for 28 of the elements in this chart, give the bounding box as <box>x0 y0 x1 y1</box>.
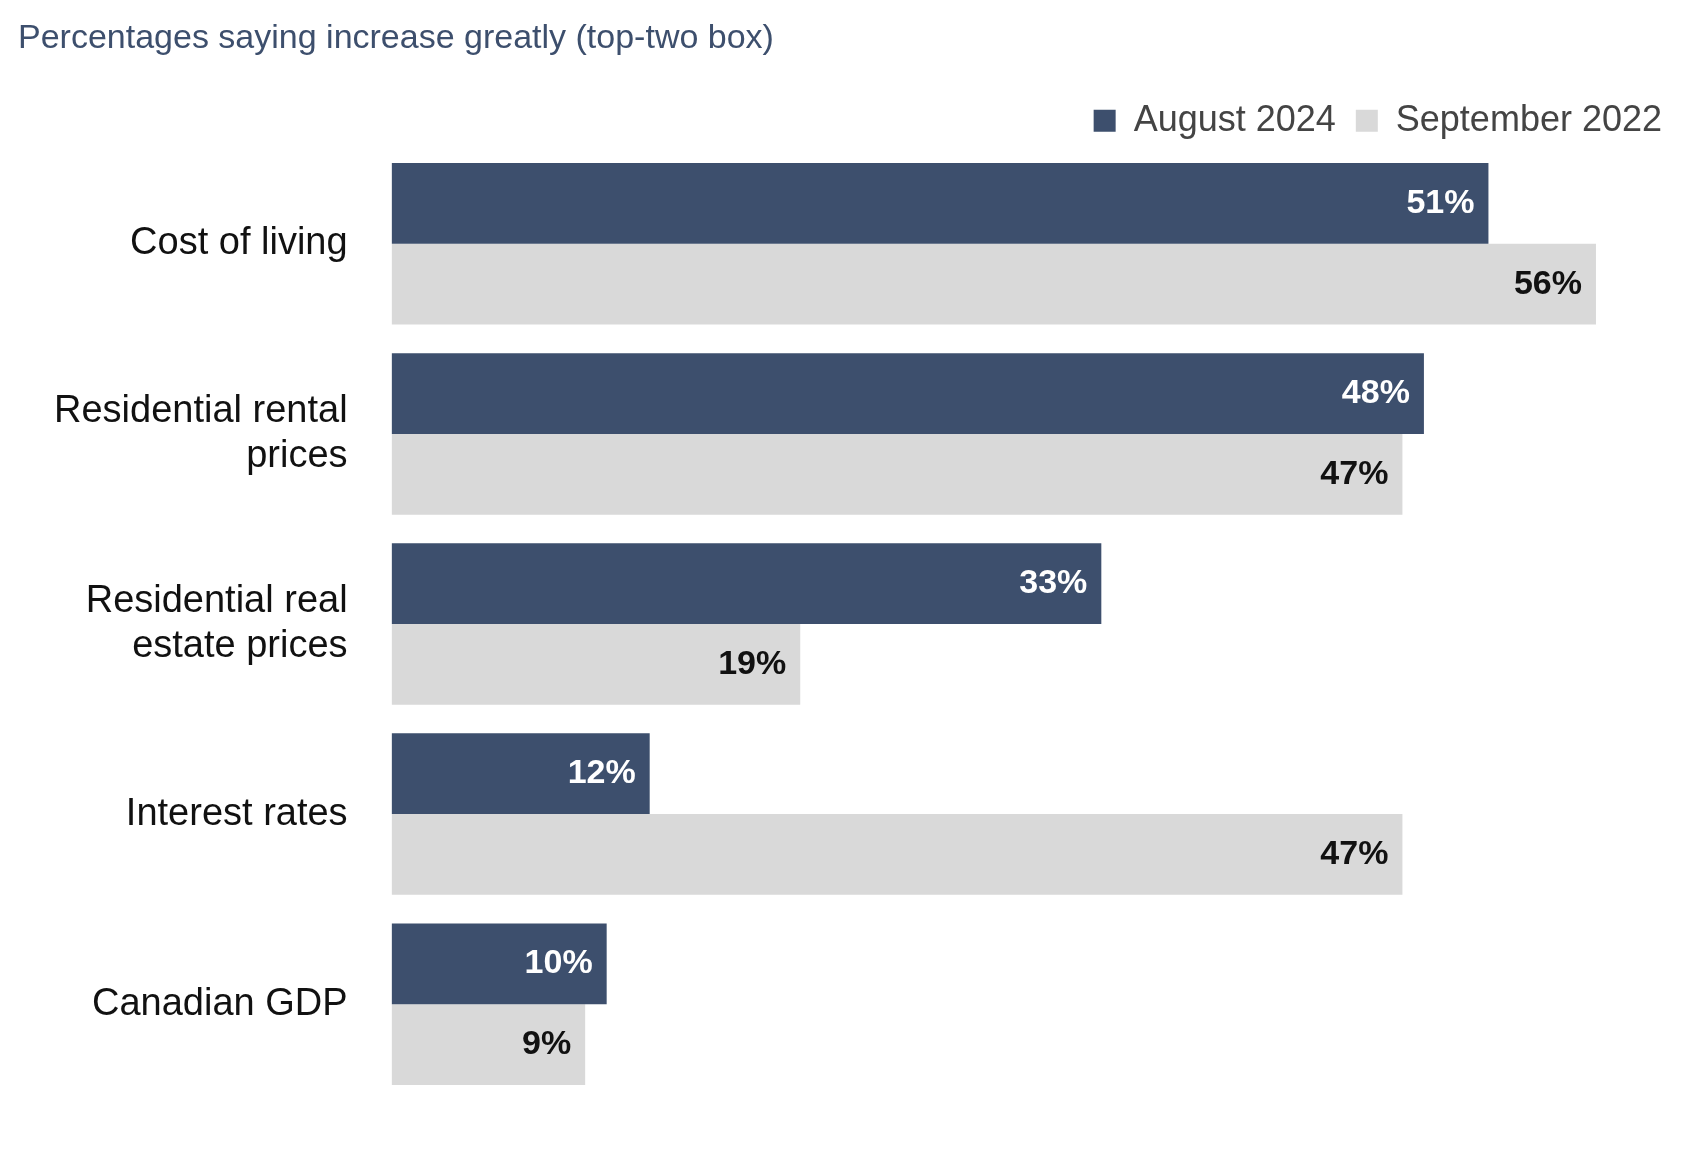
data-label: 9% <box>522 1022 572 1061</box>
y-tick-label: Cost of living <box>130 220 348 263</box>
bar <box>391 923 607 1005</box>
bar <box>391 433 1403 515</box>
y-tick-label: Interest rates <box>125 790 348 833</box>
bar <box>391 353 1424 434</box>
legend-label: September 2022 <box>1395 97 1662 139</box>
bar <box>391 733 650 815</box>
data-label: 12% <box>567 752 636 791</box>
bar <box>391 814 1403 895</box>
data-label: 56% <box>1513 262 1582 301</box>
y-tick-label: Residential rental prices <box>54 387 348 476</box>
y-tick-label: Residential real estate prices <box>85 577 348 666</box>
data-label: 47% <box>1320 452 1389 491</box>
legend-label: August 2024 <box>1133 97 1336 139</box>
chart-title: Percentages saying increase greatly (top-two box) <box>18 16 774 55</box>
bar <box>391 624 801 705</box>
data-label: 51% <box>1406 181 1475 220</box>
bar <box>391 243 1596 325</box>
bar <box>391 163 1489 244</box>
bar <box>391 543 1102 624</box>
bar <box>391 1004 586 1085</box>
y-tick-label: Canadian GDP <box>92 980 348 1023</box>
data-label: 33% <box>1019 561 1088 600</box>
data-label: 47% <box>1320 832 1389 871</box>
data-label: 10% <box>524 942 593 981</box>
data-label: 19% <box>718 642 787 681</box>
data-label: 48% <box>1341 371 1410 410</box>
